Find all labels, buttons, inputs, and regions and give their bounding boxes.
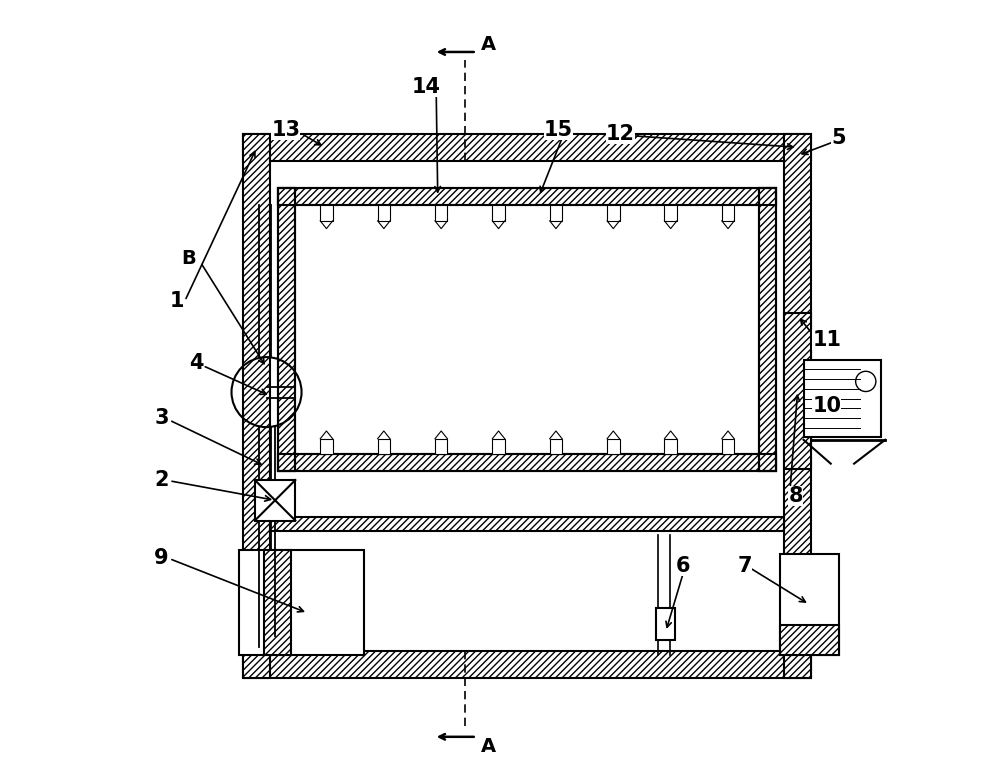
Text: 11: 11 [812,330,841,350]
Bar [243,134,270,679]
Text: 15: 15 [544,119,573,140]
Text: 4: 4 [189,353,204,373]
Bar [278,188,295,472]
Bar [784,313,811,469]
Bar [550,439,562,455]
Bar [278,455,776,472]
Text: 6: 6 [676,555,690,576]
Bar [243,134,811,161]
Text: 2: 2 [154,470,169,490]
Bar [435,205,447,221]
Bar [278,188,776,205]
Text: 12: 12 [606,123,635,144]
Text: 7: 7 [738,555,752,576]
Bar [722,205,734,221]
Bar [264,550,291,655]
Text: 9: 9 [154,547,169,568]
Text: 10: 10 [812,396,841,416]
Bar [780,625,839,655]
Text: A: A [481,736,496,756]
Bar [607,205,620,221]
Bar [664,205,677,221]
Bar [320,439,333,455]
Bar [378,439,390,455]
Text: B: B [181,248,196,268]
Bar [278,455,776,472]
Bar [295,205,759,455]
Bar [320,205,333,221]
Bar [656,608,675,640]
Bar [435,439,447,455]
Bar [243,651,811,679]
Bar [722,439,734,455]
Bar [270,161,784,651]
Bar [759,188,776,472]
Bar [664,439,677,455]
Text: 3: 3 [154,408,169,428]
Bar [759,188,776,472]
Text: 5: 5 [831,127,846,148]
Bar [239,550,364,655]
Bar [804,359,881,437]
Bar [492,205,505,221]
Bar [550,205,562,221]
Text: A: A [481,34,496,54]
Text: 13: 13 [271,119,300,140]
Text: 14: 14 [412,77,441,97]
Bar [278,188,776,205]
Bar [492,439,505,455]
Bar [270,517,784,531]
Text: 8: 8 [788,486,803,505]
Text: 1: 1 [170,291,184,311]
Bar [278,188,295,472]
Bar [780,554,839,655]
Bar [784,134,811,679]
Bar [378,205,390,221]
Bar [607,439,620,455]
Bar [255,480,295,520]
